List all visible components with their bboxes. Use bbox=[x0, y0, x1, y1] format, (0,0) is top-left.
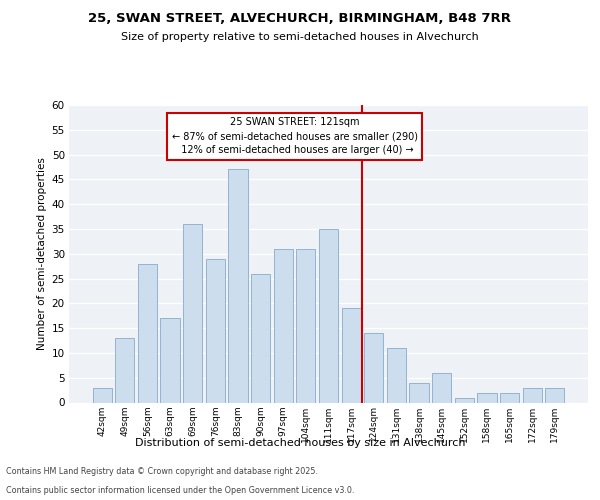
Bar bbox=[138, 264, 157, 402]
Bar bbox=[364, 333, 383, 402]
Text: Contains public sector information licensed under the Open Government Licence v3: Contains public sector information licen… bbox=[6, 486, 355, 495]
Bar bbox=[274, 249, 293, 402]
Bar bbox=[296, 249, 316, 402]
Bar bbox=[432, 373, 451, 402]
Bar bbox=[229, 170, 248, 402]
Bar bbox=[341, 308, 361, 402]
Bar bbox=[500, 392, 519, 402]
Bar bbox=[409, 382, 428, 402]
Bar bbox=[115, 338, 134, 402]
Text: Size of property relative to semi-detached houses in Alvechurch: Size of property relative to semi-detach… bbox=[121, 32, 479, 42]
Bar bbox=[92, 388, 112, 402]
Text: 25 SWAN STREET: 121sqm
← 87% of semi-detached houses are smaller (290)
  12% of : 25 SWAN STREET: 121sqm ← 87% of semi-det… bbox=[172, 118, 418, 156]
Bar bbox=[477, 392, 497, 402]
Y-axis label: Number of semi-detached properties: Number of semi-detached properties bbox=[37, 158, 47, 350]
Bar bbox=[545, 388, 565, 402]
Bar bbox=[251, 274, 270, 402]
Bar bbox=[455, 398, 474, 402]
Text: 25, SWAN STREET, ALVECHURCH, BIRMINGHAM, B48 7RR: 25, SWAN STREET, ALVECHURCH, BIRMINGHAM,… bbox=[89, 12, 511, 26]
Bar bbox=[183, 224, 202, 402]
Bar bbox=[319, 229, 338, 402]
Bar bbox=[523, 388, 542, 402]
Bar bbox=[387, 348, 406, 403]
Bar bbox=[160, 318, 180, 402]
Text: Contains HM Land Registry data © Crown copyright and database right 2025.: Contains HM Land Registry data © Crown c… bbox=[6, 467, 318, 476]
Text: Distribution of semi-detached houses by size in Alvechurch: Distribution of semi-detached houses by … bbox=[135, 438, 465, 448]
Bar bbox=[206, 258, 225, 402]
